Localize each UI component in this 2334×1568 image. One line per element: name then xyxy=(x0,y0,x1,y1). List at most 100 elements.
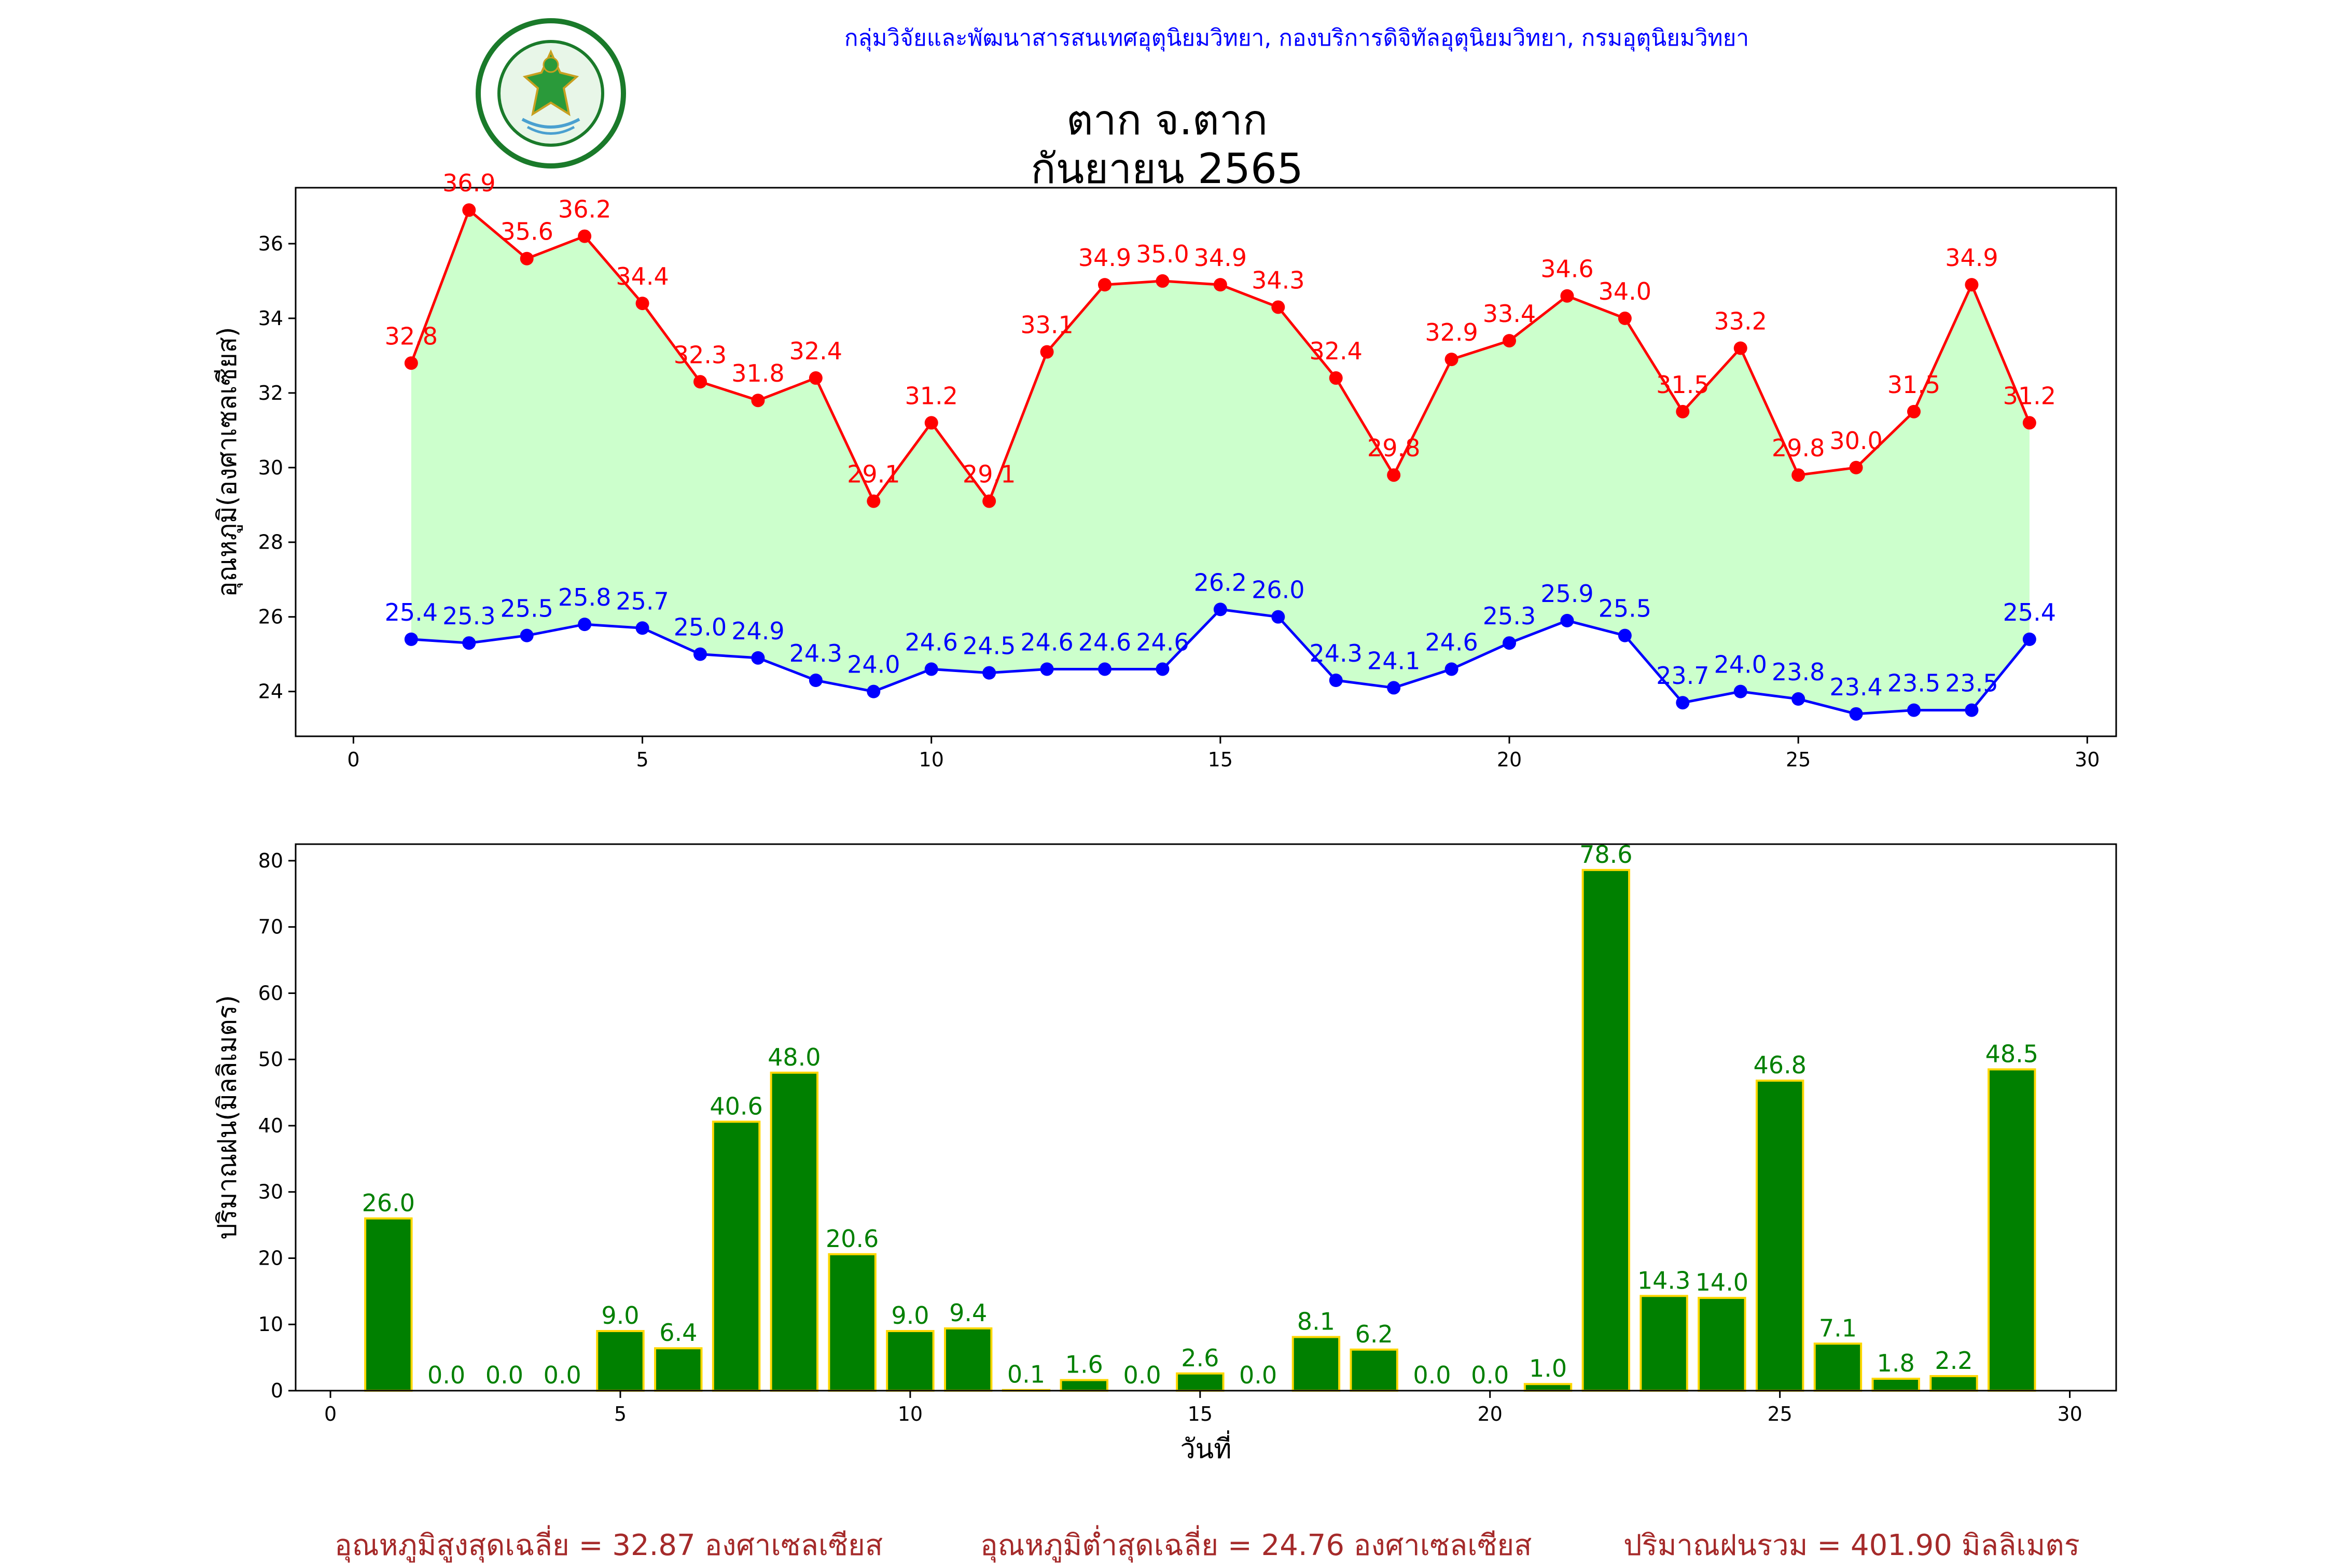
x-tick-label: 20 xyxy=(1497,748,1522,771)
min-temperature-label: 24.5 xyxy=(963,632,1016,660)
min-temperature-label: 25.7 xyxy=(616,587,669,615)
max-temperature-point xyxy=(578,229,592,243)
min-temperature-point xyxy=(1213,603,1227,617)
y-tick-label: 32 xyxy=(258,382,283,404)
min-temperature-point xyxy=(578,618,592,632)
temperature-range-fill xyxy=(411,210,2030,714)
max-temperature-label: 34.9 xyxy=(1194,244,1247,272)
min-temperature-label: 26.0 xyxy=(1252,576,1304,604)
max-temperature-label: 32.4 xyxy=(789,337,842,365)
y-tick-label: 34 xyxy=(258,307,283,330)
max-temperature-point xyxy=(867,494,881,508)
max-temperature-point xyxy=(1098,278,1112,292)
max-temperature-point xyxy=(1329,371,1343,385)
max-temperature-label: 33.2 xyxy=(1714,307,1767,335)
rainfall-value-label: 0.0 xyxy=(1471,1361,1509,1389)
max-temperature-point xyxy=(1503,334,1516,348)
max-temperature-label: 32.9 xyxy=(1425,318,1478,346)
max-temperature-label: 32.4 xyxy=(1310,337,1363,365)
max-temperature-point xyxy=(1676,404,1690,418)
rainfall-bar xyxy=(1350,1348,1398,1392)
rainfall-value-label: 0.1 xyxy=(1007,1361,1045,1389)
x-tick-label: 30 xyxy=(2057,1403,2082,1425)
rainfall-value-label: 1.6 xyxy=(1065,1351,1103,1379)
rainfall-bar xyxy=(1813,1342,1863,1392)
y-tick-label: 20 xyxy=(258,1247,283,1269)
x-tick-label: 0 xyxy=(324,1403,337,1425)
min-temperature-label: 25.3 xyxy=(1483,602,1536,630)
min-temperature-label: 25.8 xyxy=(558,583,611,611)
rainfall-plot-frame xyxy=(295,843,2117,1392)
min-temperature-label: 25.4 xyxy=(385,598,438,626)
max-temperature-point xyxy=(1618,311,1632,325)
min-temperature-label: 26.2 xyxy=(1194,568,1247,596)
y-tick-label: 28 xyxy=(258,531,283,554)
rainfall-value-label: 20.6 xyxy=(826,1225,879,1253)
rainfall-value-label: 8.1 xyxy=(1297,1308,1335,1336)
x-tick-label: 10 xyxy=(919,748,944,771)
max-temperature-label: 31.8 xyxy=(731,359,784,387)
max-temperature-label: 35.0 xyxy=(1136,240,1189,268)
agency-name: กลุ่มวิจัยและพัฒนาสารสนเทศอุตุนิยมวิทยา,… xyxy=(844,25,1749,51)
rainfall-bar xyxy=(596,1330,645,1392)
rainfall-bar xyxy=(1640,1295,1688,1392)
min-temperature-label: 25.5 xyxy=(501,595,553,623)
min-temperature-label: 24.6 xyxy=(1136,628,1189,656)
x-tick-label: 15 xyxy=(1208,748,1233,771)
meteorological-department-seal-icon xyxy=(476,18,626,169)
min-temperature-label: 24.6 xyxy=(1020,628,1073,656)
max-temperature-label: 29.1 xyxy=(963,460,1016,488)
y-tick-label: 70 xyxy=(258,916,283,939)
min-temperature-label: 24.0 xyxy=(847,651,900,679)
max-temperature-label: 32.3 xyxy=(674,341,727,369)
rainfall-bar xyxy=(654,1347,703,1392)
y-tick-label: 30 xyxy=(258,456,283,479)
rainfall-bar xyxy=(1523,1383,1573,1392)
min-temperature-label: 25.0 xyxy=(674,613,727,641)
max-temperature-label: 31.2 xyxy=(2003,382,2056,410)
min-temperature-label: 24.3 xyxy=(1310,639,1363,667)
rainfall-value-label: 0.0 xyxy=(1413,1361,1451,1389)
min-temperature-point xyxy=(520,628,534,642)
min-temperature-label: 24.6 xyxy=(905,628,958,656)
x-tick-label: 10 xyxy=(898,1403,923,1425)
y-tick-label: 36 xyxy=(258,232,283,255)
rainfall-value-label: 7.1 xyxy=(1819,1314,1857,1342)
max-temperature-point xyxy=(693,375,707,389)
period-title: กันยายน 2565 xyxy=(1031,145,1303,193)
x-tick-label: 5 xyxy=(614,1403,627,1425)
rainfall-value-label: 6.2 xyxy=(1355,1320,1393,1348)
rainfall-value-label: 9.0 xyxy=(891,1301,929,1329)
min-temperature-point xyxy=(924,662,938,676)
max-temperature-point xyxy=(982,494,996,508)
y-tick-label: 50 xyxy=(258,1048,283,1071)
rainfall-value-label: 9.4 xyxy=(949,1299,987,1327)
max-temperature-point xyxy=(751,394,765,408)
day-axis-label: วันที่ xyxy=(1180,1430,1231,1465)
max-temperature-label: 35.6 xyxy=(501,218,553,246)
min-temperature-label: 25.4 xyxy=(2003,598,2056,626)
max-temperature-point xyxy=(635,297,649,311)
rainfall-value-label: 2.2 xyxy=(1935,1347,1972,1375)
y-tick-label: 30 xyxy=(258,1181,283,1203)
y-tick-label: 0 xyxy=(271,1379,283,1402)
rainfall-value-label: 0.0 xyxy=(1239,1361,1277,1389)
max-temperature-label: 31.2 xyxy=(905,382,958,410)
min-temperature-point xyxy=(982,666,996,680)
average-min-temperature: อุณหภูมิต่ำสุดเฉลี่ย = 24.76 องศาเซลเซีย… xyxy=(980,1529,1532,1562)
max-temperature-point xyxy=(462,203,476,217)
min-temperature-label: 23.7 xyxy=(1656,662,1709,690)
min-temperature-point xyxy=(462,636,476,650)
rainfall-bar xyxy=(1988,1068,2036,1392)
max-temperature-point xyxy=(924,416,938,430)
rainfall-chart: 26.0 0.0 0.0 0.0 9.0 6.4 40.648.0 20.6 9.0 9.4 0.1… xyxy=(212,841,2117,1465)
average-max-temperature: อุณหภูมิสูงสุดเฉลี่ย = 32.87 องศาเซลเซีย… xyxy=(335,1529,883,1562)
max-temperature-label: 34.3 xyxy=(1252,266,1304,294)
min-temperature-point xyxy=(404,632,418,646)
x-tick-label: 30 xyxy=(2075,748,2100,771)
rainfall-bar xyxy=(364,1217,413,1392)
max-temperature-series: 32.836.935.636.234.432.331.832.429.131.2… xyxy=(385,169,2056,508)
rainfall-value-label: 46.8 xyxy=(1753,1051,1806,1079)
